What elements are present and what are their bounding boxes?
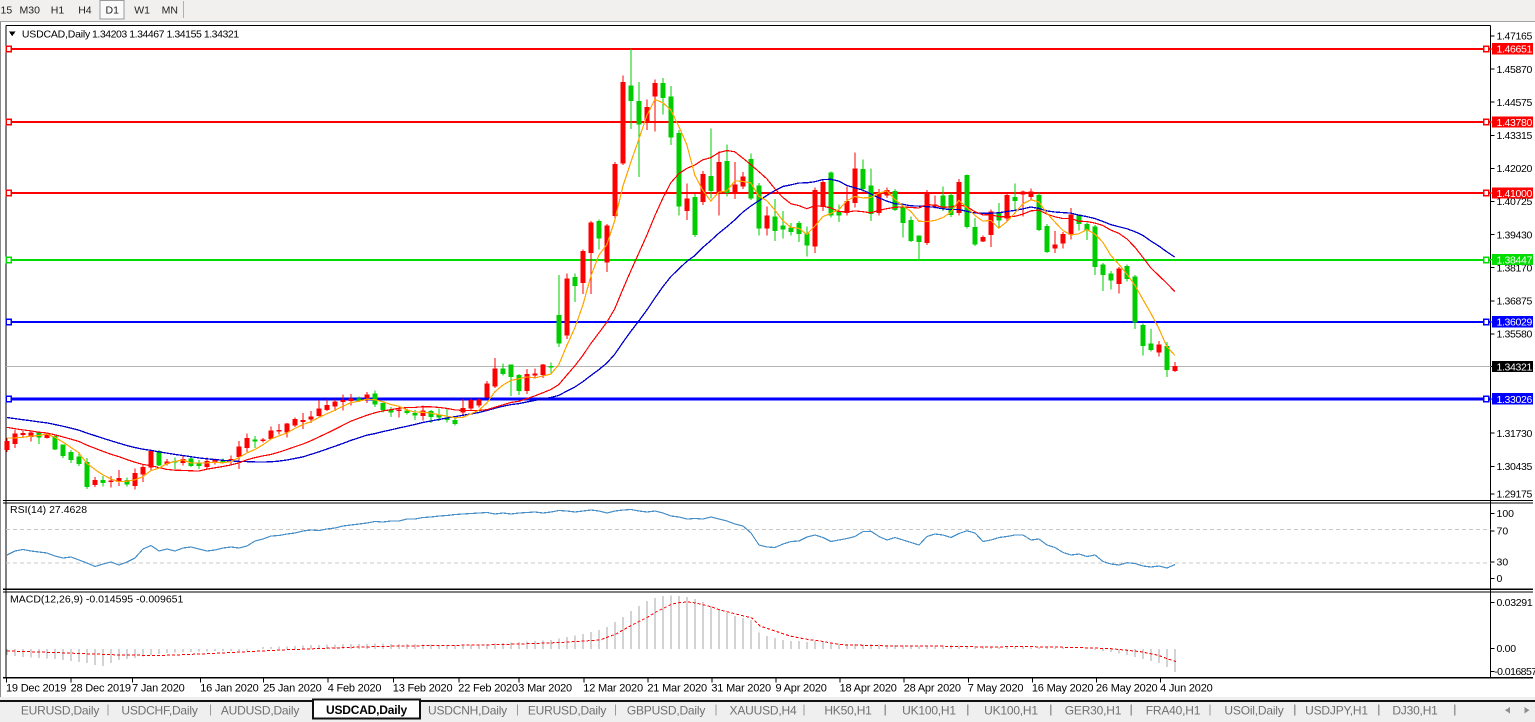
svg-text:GBPUSD,Daily: GBPUSD,Daily [627, 704, 705, 718]
svg-text:7 May 2020: 7 May 2020 [968, 683, 1024, 695]
svg-text:1.31730: 1.31730 [1497, 428, 1533, 440]
svg-text:1.35580: 1.35580 [1497, 329, 1533, 341]
svg-text:UK100,H1: UK100,H1 [902, 704, 956, 718]
svg-text:22 Feb 2020: 22 Feb 2020 [458, 683, 518, 695]
svg-text:1.33026: 1.33026 [1497, 394, 1533, 406]
svg-text:4 Feb 2020: 4 Feb 2020 [328, 683, 382, 695]
svg-text:EURUSD,Daily: EURUSD,Daily [21, 704, 99, 718]
svg-text:MACD(12,26,9) -0.014595 -0.009: MACD(12,26,9) -0.014595 -0.009651 [10, 594, 184, 606]
svg-text:AUDUSD,Daily: AUDUSD,Daily [221, 704, 299, 718]
svg-text:31 Mar 2020: 31 Mar 2020 [711, 683, 771, 695]
svg-text:25 Jan 2020: 25 Jan 2020 [263, 683, 321, 695]
svg-text:16 May 2020: 16 May 2020 [1032, 683, 1093, 695]
svg-text:15: 15 [1, 5, 13, 17]
svg-text:USDJPY,H1: USDJPY,H1 [1305, 704, 1368, 718]
svg-text:1.34203 1.34467 1.34155 1.3432: 1.34203 1.34467 1.34155 1.34321 [92, 29, 239, 41]
svg-text:1.36875: 1.36875 [1497, 296, 1533, 308]
svg-text:1.43315: 1.43315 [1497, 130, 1533, 142]
svg-text:H4: H4 [78, 5, 92, 17]
svg-text:19 Dec 2019: 19 Dec 2019 [6, 683, 66, 695]
svg-text:USDCAD,Daily: USDCAD,Daily [326, 703, 407, 717]
svg-text:USOil,Daily: USOil,Daily [1224, 704, 1283, 718]
svg-text:0: 0 [1497, 573, 1503, 585]
svg-text:1.34321: 1.34321 [1497, 361, 1533, 373]
svg-text:1.38170: 1.38170 [1497, 262, 1533, 274]
svg-text:30: 30 [1497, 557, 1509, 569]
svg-text:1.42020: 1.42020 [1497, 163, 1533, 175]
svg-text:USDCAD,Daily: USDCAD,Daily [22, 29, 91, 41]
svg-text:GER30,H1: GER30,H1 [1065, 704, 1122, 718]
svg-text:-0.016857: -0.016857 [1494, 666, 1535, 678]
svg-text:18 Apr 2020: 18 Apr 2020 [840, 683, 897, 695]
svg-text:9 Apr 2020: 9 Apr 2020 [776, 683, 827, 695]
svg-text:16 Jan 2020: 16 Jan 2020 [200, 683, 258, 695]
svg-text:12 Mar 2020: 12 Mar 2020 [583, 683, 643, 695]
svg-text:RSI(14) 27.4628: RSI(14) 27.4628 [10, 504, 87, 516]
svg-text:W1: W1 [134, 5, 150, 17]
svg-text:1.41000: 1.41000 [1497, 188, 1533, 200]
svg-text:HK50,H1: HK50,H1 [824, 704, 872, 718]
svg-text:USDCNH,Daily: USDCNH,Daily [428, 704, 507, 718]
svg-text:4 Jun 2020: 4 Jun 2020 [1160, 683, 1213, 695]
svg-text:0.00: 0.00 [1497, 643, 1517, 655]
svg-text:100: 100 [1497, 508, 1515, 520]
svg-text:DJ30,H1: DJ30,H1 [1392, 704, 1438, 718]
svg-text:XAUUSD,H4: XAUUSD,H4 [730, 704, 797, 718]
svg-text:28 Apr 2020: 28 Apr 2020 [904, 683, 961, 695]
svg-text:0.03291: 0.03291 [1497, 597, 1533, 609]
svg-text:USDCHF,Daily: USDCHF,Daily [121, 704, 197, 718]
svg-text:UK100,H1: UK100,H1 [984, 704, 1038, 718]
svg-text:1.36029: 1.36029 [1497, 317, 1533, 329]
svg-text:26 May 2020: 26 May 2020 [1096, 683, 1157, 695]
svg-text:1.38447: 1.38447 [1497, 254, 1533, 266]
svg-text:1.30435: 1.30435 [1497, 461, 1533, 473]
svg-text:1.40725: 1.40725 [1497, 196, 1533, 208]
svg-text:1.46651: 1.46651 [1497, 44, 1533, 56]
svg-text:H1: H1 [51, 5, 65, 17]
svg-text:EURUSD,Daily: EURUSD,Daily [528, 704, 606, 718]
svg-text:FRA40,H1: FRA40,H1 [1146, 704, 1201, 718]
svg-text:M30: M30 [20, 5, 41, 17]
svg-text:MN: MN [162, 5, 178, 17]
svg-text:13 Feb 2020: 13 Feb 2020 [393, 683, 453, 695]
svg-text:1.44575: 1.44575 [1497, 97, 1533, 109]
svg-text:1.47165: 1.47165 [1497, 31, 1533, 43]
svg-text:1.29175: 1.29175 [1497, 489, 1533, 501]
svg-text:D1: D1 [106, 5, 120, 17]
svg-text:3 Mar 2020: 3 Mar 2020 [518, 683, 572, 695]
svg-text:70: 70 [1497, 526, 1509, 538]
svg-text:21 Mar 2020: 21 Mar 2020 [647, 683, 707, 695]
svg-text:28 Dec 2019: 28 Dec 2019 [71, 683, 131, 695]
svg-text:1.45870: 1.45870 [1497, 64, 1533, 76]
svg-text:1.39430: 1.39430 [1497, 229, 1533, 241]
svg-text:7 Jan 2020: 7 Jan 2020 [132, 683, 185, 695]
svg-text:1.43780: 1.43780 [1497, 117, 1533, 129]
